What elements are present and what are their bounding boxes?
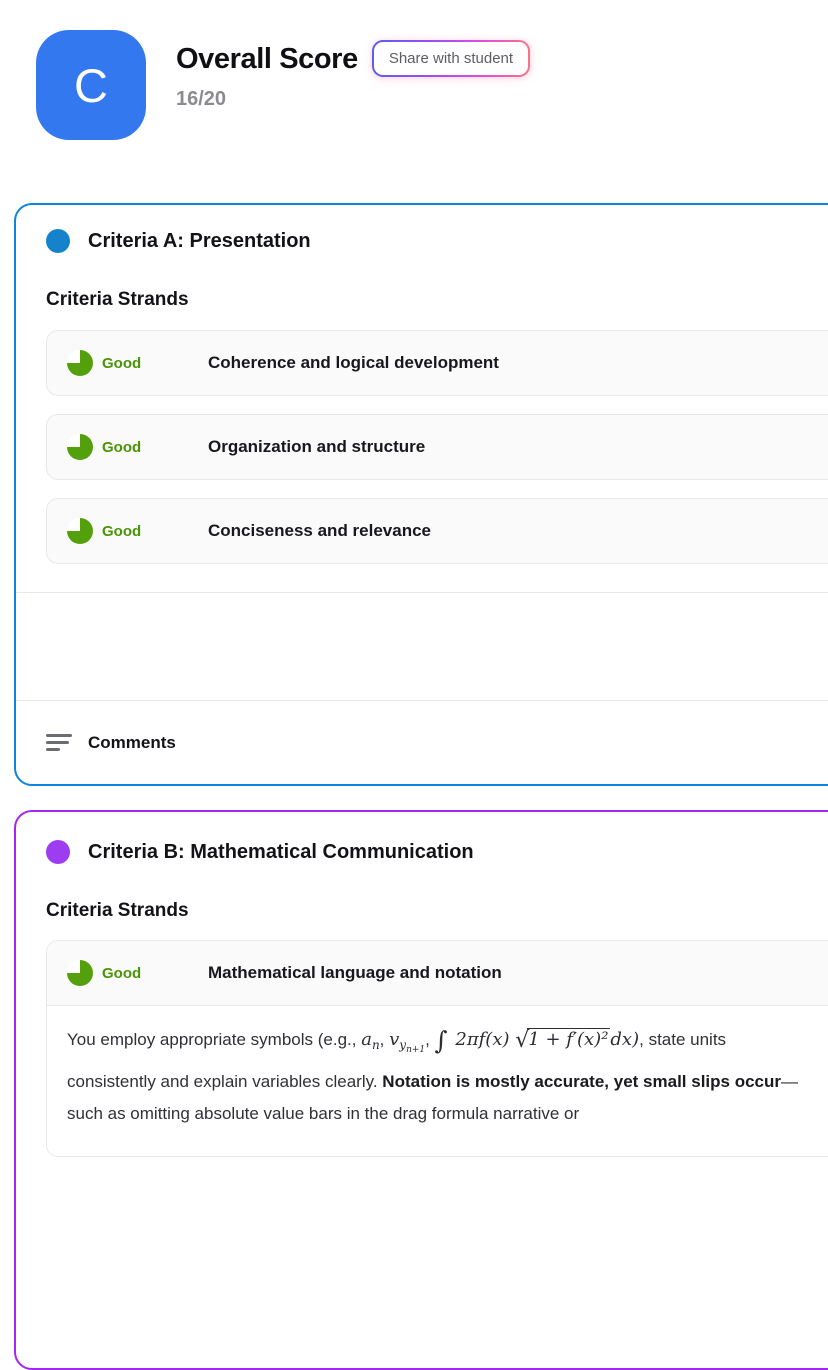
strand-row-coherence[interactable]: Good Coherence and logical development: [46, 330, 828, 396]
feedback-bold-phrase: Notation is mostly accurate, yet small s…: [382, 1072, 781, 1091]
criteria-b-title: Criteria B: Mathematical Communication: [88, 841, 474, 863]
inline-math: ∫ 2πf(x) √1 + f′(x)² dx): [434, 1026, 640, 1055]
empty-comment-area: [16, 593, 828, 700]
strand-row-math-language[interactable]: Good Mathematical language and notation: [47, 941, 828, 1005]
section-divider: [16, 700, 828, 701]
rating-label: Good: [102, 964, 142, 982]
header-text-block: Overall Score Share with student 16/20: [176, 30, 531, 140]
overall-score-header: C Overall Score Share with student 16/20: [36, 30, 531, 140]
strand-accordion: Good Mathematical language and notation …: [46, 940, 828, 1157]
comments-section[interactable]: Comments: [16, 701, 828, 784]
comments-label: Comments: [88, 732, 176, 752]
rating-pie-icon: [67, 960, 93, 986]
criteria-strands-heading: Criteria Strands: [46, 289, 189, 310]
section-divider: [16, 592, 828, 593]
strand-feedback-panel: You employ appropriate symbols (e.g., an…: [47, 1005, 828, 1156]
overall-score-value: 16/20: [176, 88, 227, 110]
inline-math: vyn+1: [389, 1029, 426, 1055]
inline-math: an: [361, 1029, 380, 1052]
text-lines-icon: [46, 734, 72, 751]
strand-row-organization[interactable]: Good Organization and structure: [46, 414, 828, 480]
rating-pie-icon: [67, 518, 93, 544]
page-title: Overall Score: [176, 42, 358, 75]
avatar: C: [36, 30, 146, 140]
strand-label: Organization and structure: [208, 437, 426, 456]
avatar-letter: C: [74, 58, 108, 112]
share-with-student-button[interactable]: Share with student: [371, 40, 531, 77]
criteria-b-card: Criteria B: Mathematical Communication C…: [14, 810, 828, 1370]
strand-row-conciseness[interactable]: Good Conciseness and relevance: [46, 498, 828, 564]
criteria-a-card: Criteria A: Presentation Criteria Strand…: [14, 203, 828, 786]
rating-label: Good: [102, 522, 142, 540]
rating-label: Good: [102, 354, 142, 372]
strand-label: Mathematical language and notation: [208, 963, 502, 982]
rating-pie-icon: [67, 350, 93, 376]
share-with-student-label: Share with student: [373, 42, 529, 75]
feedback-text: You employ appropriate symbols (e.g., an…: [67, 1026, 798, 1123]
rating-label: Good: [102, 438, 142, 456]
criteria-strands-heading: Criteria Strands: [46, 900, 189, 921]
rating-pie-icon: [67, 434, 93, 460]
strand-label: Coherence and logical development: [208, 353, 499, 372]
strand-label: Conciseness and relevance: [208, 521, 432, 540]
criteria-a-dot-icon: [46, 229, 70, 253]
criteria-b-dot-icon: [46, 840, 70, 864]
strand-list: Good Coherence and logical development G…: [46, 330, 828, 582]
criteria-a-title: Criteria A: Presentation: [88, 230, 311, 252]
